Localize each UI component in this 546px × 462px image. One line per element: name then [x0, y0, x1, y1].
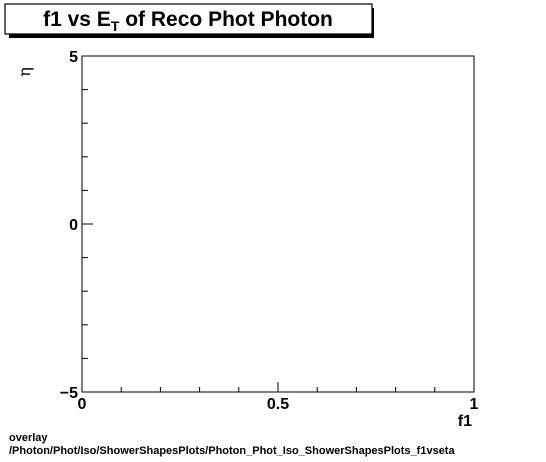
- y-tick-label: 0: [69, 217, 78, 234]
- plot-path-caption: overlay /Photon/Phot/Iso/ShowerShapesPlo…: [9, 432, 544, 458]
- chart-svg: f1 vs ET of Reco Phot Photon 0 0.5 1 5 0…: [4, 3, 479, 430]
- title-box: [4, 3, 373, 35]
- x-tick-label: 0: [78, 396, 87, 413]
- x-tick-label: 0.5: [267, 396, 289, 413]
- title-prefix: f1 vs E: [43, 8, 111, 31]
- y-axis-ticks: [82, 55, 93, 393]
- caption-line-overlay: overlay: [9, 432, 48, 444]
- x-axis-title: f1: [458, 413, 472, 430]
- x-tick-label: 1: [470, 396, 479, 413]
- chart-title: f1 vs ET of Reco Phot Photon: [43, 8, 333, 34]
- x-axis-ticks: [81, 382, 475, 392]
- plot-frame: [81, 55, 475, 393]
- title-subscript: T: [111, 18, 120, 34]
- title-suffix: of Reco Phot Photon: [119, 8, 332, 31]
- y-tick-label: 5: [69, 49, 78, 66]
- y-tick-label: −5: [60, 385, 78, 402]
- caption-line-path: /Photon/Phot/Iso/ShowerShapesPlots/Photo…: [9, 445, 455, 457]
- y-axis-title: η: [15, 67, 34, 77]
